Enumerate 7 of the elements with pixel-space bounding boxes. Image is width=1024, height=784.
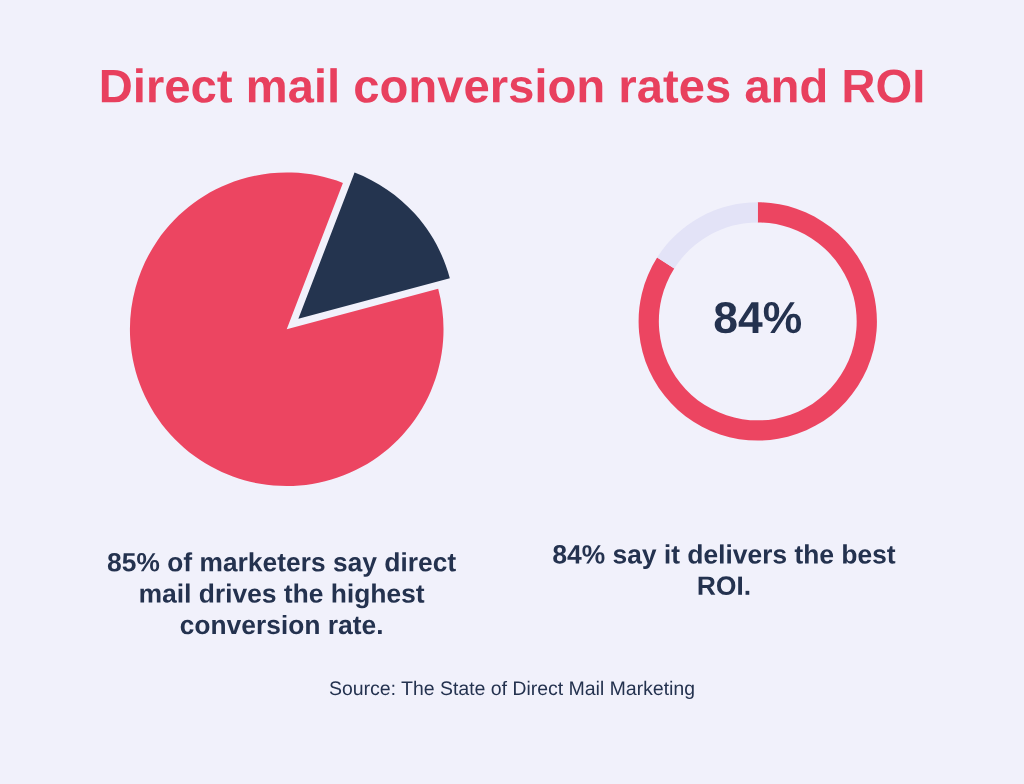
text: 84% say it delivers the best ROI. <box>553 544 896 596</box>
text: 85% of marketers say direct mail drives the highest conversion rate. <box>107 552 456 635</box>
chart-title: Direct mail conversion rates and ROI <box>101 68 923 103</box>
donut-slice <box>638 202 877 441</box>
donut-slice <box>657 202 758 269</box>
source-note: Source: The State of Direct Mail Marketing <box>329 680 694 699</box>
text: 84% <box>714 301 802 334</box>
